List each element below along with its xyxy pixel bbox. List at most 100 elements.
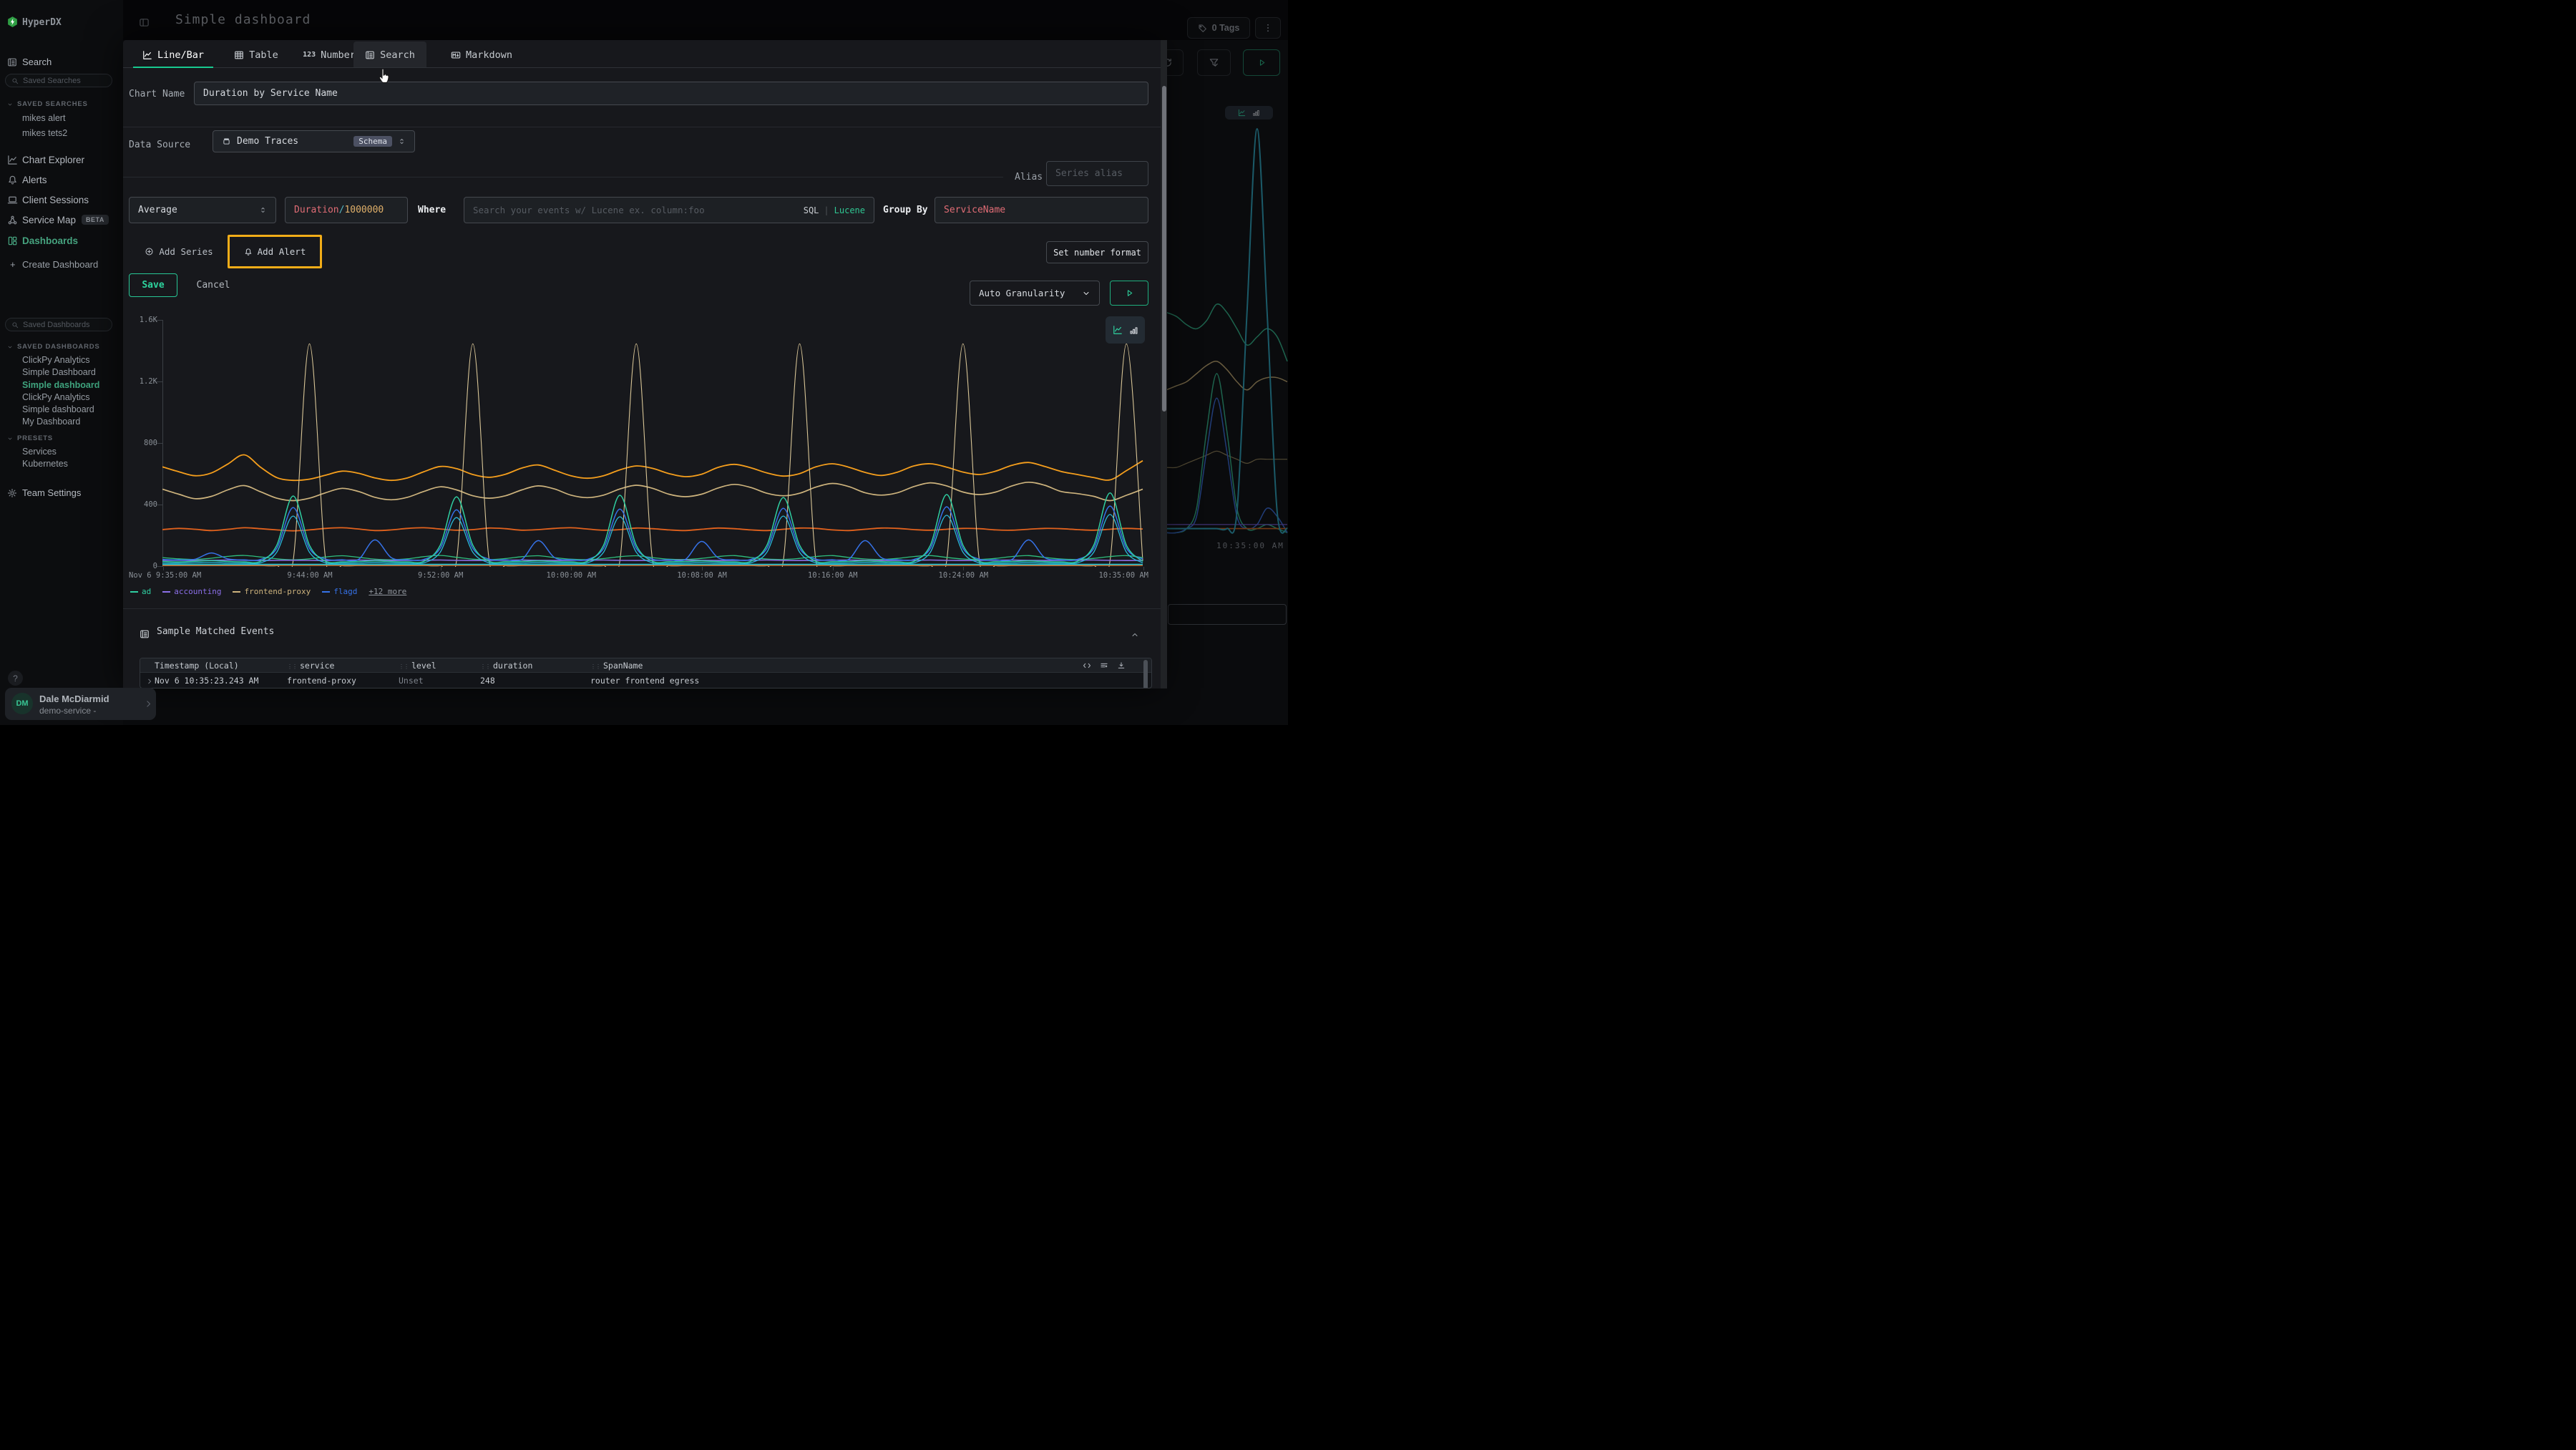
sidebar-item-label: Client Sessions: [22, 194, 89, 205]
laptop-icon: [7, 196, 18, 203]
run-chart-button[interactable]: [1110, 281, 1148, 306]
table-tool-download-icon[interactable]: [1117, 660, 1126, 670]
legend-item[interactable]: frontend-proxy: [233, 587, 311, 596]
background-chart-type-toggle[interactable]: [1225, 106, 1273, 120]
legend-item[interactable]: flagd: [322, 587, 357, 596]
sample-events-table: Timestamp (Local) ⋮⋮ service ⋮⋮ level ⋮⋮ durat…: [140, 658, 1152, 688]
legend-more-button[interactable]: +12 more: [369, 587, 407, 596]
preset-item[interactable]: Services: [22, 447, 57, 457]
saved-search-item[interactable]: mikes alert: [22, 113, 66, 123]
more-menu-button[interactable]: [1255, 17, 1281, 39]
save-button[interactable]: Save: [129, 273, 177, 297]
column-header-level[interactable]: ⋮⋮ level: [399, 661, 436, 671]
search-nav-icon: [7, 56, 17, 69]
language-toggle-lucene[interactable]: Lucene: [834, 205, 865, 215]
cancel-button[interactable]: Cancel: [196, 280, 230, 291]
filter-button[interactable]: [1197, 49, 1231, 76]
tab-table[interactable]: Table: [223, 42, 289, 68]
table-scrollbar[interactable]: [1143, 660, 1148, 688]
sidebar-item-label: Service Map: [22, 214, 77, 225]
timeseries-chart[interactable]: [162, 320, 1143, 567]
drag-handle-icon[interactable]: ⋮⋮: [287, 663, 298, 670]
run-query-button[interactable]: [1243, 49, 1280, 76]
saved-dashboards-header[interactable]: SAVED DASHBOARDS: [7, 343, 100, 351]
sidebar-item-alerts[interactable]: Alerts: [0, 172, 123, 188]
sidebar-item-team-settings[interactable]: Team Settings: [22, 487, 82, 498]
group-by-label: Group By: [883, 205, 928, 215]
sidebar-item-service-map[interactable]: Service Map BETA: [0, 212, 123, 228]
data-source-select[interactable]: Demo Traces Schema: [213, 130, 415, 152]
background-panel-box: [1168, 604, 1287, 625]
alias-label: Alias: [1015, 172, 1043, 183]
granularity-select[interactable]: Auto Granularity: [970, 281, 1100, 306]
x-axis-tick: [571, 567, 572, 570]
legend-item[interactable]: accounting: [162, 587, 221, 596]
sidebar-item-chart-explorer[interactable]: Chart Explorer: [0, 152, 123, 167]
tab-linebar[interactable]: Line/Bar: [133, 42, 213, 68]
modal-scrollbar[interactable]: [1161, 40, 1167, 688]
sidebar-item-dashboards[interactable]: Dashboards: [0, 233, 123, 248]
table-row[interactable]: Nov 6 10:35:23.243 AM frontend-proxy Unset…: [140, 673, 1151, 688]
help-button[interactable]: ?: [8, 671, 23, 686]
select-updown-icon: [400, 138, 404, 145]
alias-input[interactable]: Series alias: [1046, 161, 1148, 186]
saved-dashboards-input[interactable]: Saved Dashboards: [5, 318, 112, 331]
table-tool-code-icon[interactable]: [1083, 660, 1091, 670]
expand-row-icon[interactable]: [146, 676, 153, 686]
chart-type-toggle[interactable]: [1106, 316, 1145, 344]
user-card[interactable]: DM Dale McDiarmid demo-service -: [5, 688, 156, 720]
legend-item[interactable]: ad: [130, 587, 151, 596]
collapse-section-icon[interactable]: [1131, 627, 1139, 641]
saved-dashboard-item[interactable]: Simple Dashboard: [22, 367, 96, 378]
saved-searches-header[interactable]: SAVED SEARCHES: [7, 100, 88, 108]
tab-markdown[interactable]: Markdown: [437, 42, 526, 68]
chart-name-input[interactable]: Duration by Service Name: [194, 82, 1148, 105]
add-series-button[interactable]: Add Series: [139, 241, 219, 261]
saved-dashboard-item[interactable]: ClickPy Analytics: [22, 391, 90, 402]
collapse-sidebar-icon[interactable]: [139, 15, 150, 29]
drag-handle-icon[interactable]: ⋮⋮: [590, 663, 601, 670]
column-header-service[interactable]: ⋮⋮ service: [287, 661, 335, 671]
saved-dashboard-item[interactable]: ClickPy Analytics: [22, 355, 90, 365]
set-number-format-button[interactable]: Set number format: [1046, 241, 1148, 263]
drag-handle-icon[interactable]: ⋮⋮: [480, 663, 491, 670]
chevron-right-icon: [144, 698, 153, 711]
saved-searches-input[interactable]: Saved Searches: [5, 74, 112, 87]
field-expression-input[interactable]: Duration/1000000: [285, 197, 408, 223]
tab-number[interactable]: 123 Number: [292, 42, 366, 68]
y-axis-tick: [157, 443, 162, 444]
tab-search[interactable]: Search: [353, 42, 426, 68]
saved-dashboard-item[interactable]: Simple dashboard: [22, 379, 100, 390]
add-alert-button-highlighted[interactable]: Add Alert: [228, 235, 322, 268]
sidebar-item-search[interactable]: Search: [22, 57, 52, 67]
cell-level: Unset: [399, 676, 424, 686]
x-axis-tick-label: 10:35:00 AM: [1098, 571, 1148, 580]
tags-button[interactable]: 0 Tags: [1187, 17, 1250, 39]
chevron-down-icon: [8, 103, 12, 105]
play-icon: [1259, 59, 1264, 66]
where-label: Where: [418, 205, 447, 215]
preset-item[interactable]: Kubernetes: [22, 459, 68, 469]
column-header-duration[interactable]: ⋮⋮ duration: [480, 661, 533, 671]
create-dashboard-button[interactable]: Create Dashboard: [22, 259, 99, 270]
tag-icon: [1199, 24, 1206, 32]
where-search-input[interactable]: Search your events w/ Lucene ex. column:…: [464, 197, 874, 223]
saved-dashboard-item[interactable]: My Dashboard: [22, 417, 81, 427]
saved-dashboard-item[interactable]: Simple dashboard: [22, 404, 94, 415]
saved-search-item[interactable]: mikes tets2: [22, 128, 68, 138]
column-header-spanname[interactable]: ⋮⋮ SpanName: [590, 661, 643, 671]
database-icon: [223, 138, 230, 145]
grid-icon: [8, 236, 17, 245]
presets-header[interactable]: PRESETS: [7, 434, 53, 442]
group-by-input[interactable]: ServiceName: [935, 197, 1148, 223]
bar-chart-icon: [1130, 326, 1137, 334]
column-header-timestamplocal[interactable]: Timestamp (Local): [155, 661, 239, 671]
tab-label: Markdown: [465, 49, 513, 61]
scrollbar-thumb[interactable]: [1161, 86, 1166, 412]
aggregation-select[interactable]: Average: [129, 197, 276, 223]
language-toggle-sql[interactable]: SQL: [803, 205, 819, 215]
sidebar-item-client-sessions[interactable]: Client Sessions: [0, 192, 123, 208]
table-tool-wrap-icon[interactable]: [1100, 660, 1108, 670]
drag-handle-icon[interactable]: ⋮⋮: [399, 663, 409, 670]
series-mid-khaki: [1166, 361, 1288, 391]
